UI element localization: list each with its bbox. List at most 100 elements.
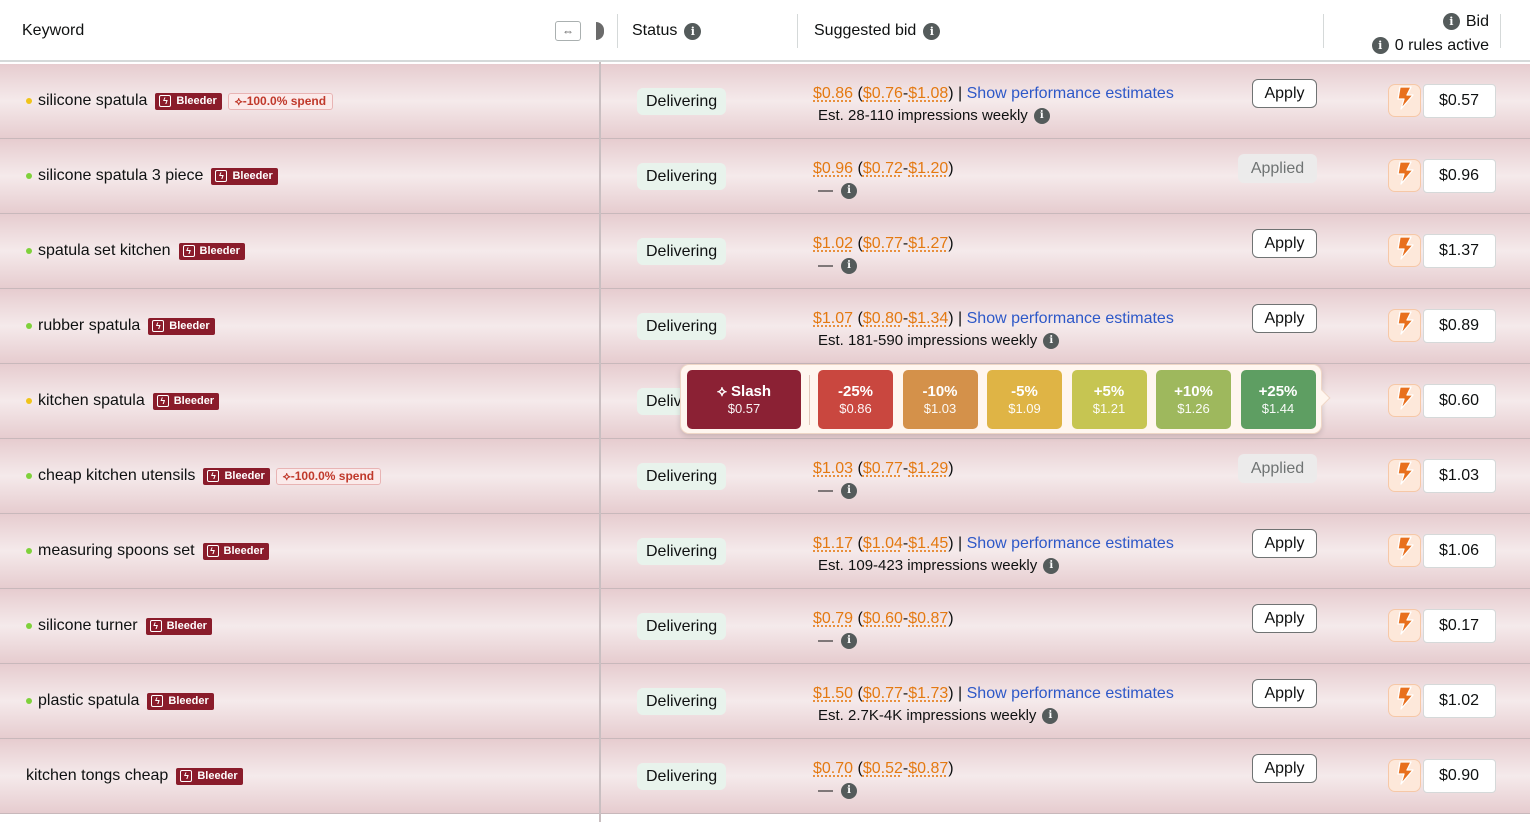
column-header-suggested-bid[interactable]: Suggested bid i	[814, 0, 941, 62]
suggested-bid-low[interactable]: $0.77	[862, 235, 903, 252]
bid-adjust-button[interactable]	[1388, 609, 1421, 642]
column-header-keyword[interactable]: Keyword	[22, 22, 85, 39]
suggested-bid-high[interactable]: $1.73	[908, 685, 949, 702]
suggested-bid-high[interactable]: $0.87	[908, 760, 949, 777]
bid-adjust-button[interactable]	[1388, 309, 1421, 342]
column-drag-handle[interactable]	[596, 22, 604, 40]
bid-adjust-button[interactable]	[1388, 534, 1421, 567]
column-resize-button[interactable]: ⇔	[555, 21, 581, 41]
suggested-bid-high[interactable]: $1.20	[908, 160, 949, 177]
bid-input[interactable]: $0.60	[1423, 384, 1496, 418]
bid-input[interactable]: $0.57	[1423, 84, 1496, 118]
keyword-text[interactable]: silicone turner	[38, 617, 138, 634]
keyword-text[interactable]: kitchen tongs cheap	[26, 767, 169, 784]
column-header-status[interactable]: Status i	[632, 0, 702, 62]
suggested-bid-high[interactable]: $1.08	[908, 85, 949, 102]
apply-button[interactable]: Apply	[1252, 229, 1317, 258]
bid-adjust-button[interactable]	[1388, 684, 1421, 717]
bid-info-icon[interactable]: i	[1442, 13, 1460, 31]
suggested-bid-value[interactable]: $0.79	[813, 610, 854, 627]
estimate-info-icon[interactable]: i	[1043, 558, 1060, 574]
bid-option-button[interactable]: -10% $1.03	[902, 370, 978, 429]
suggested-bid-high[interactable]: $0.87	[908, 610, 949, 627]
suggested-bid-high[interactable]: $1.45	[908, 535, 949, 552]
bid-input[interactable]: $1.03	[1423, 459, 1496, 493]
suggested-bid-high[interactable]: $1.34	[908, 310, 949, 327]
estimate-info-icon[interactable]: i	[841, 482, 857, 499]
bid-option-button[interactable]: -5% $1.09	[987, 370, 1062, 429]
rules-info-icon[interactable]: i	[1371, 37, 1389, 55]
show-estimates-link[interactable]: Show performance estimates	[966, 685, 1174, 702]
keyword-cell: cheap kitchen utensils ϟ Bleeder ⟡ -100.0% …	[26, 439, 382, 513]
keyword-text[interactable]: rubber spatula	[38, 317, 141, 334]
estimate-info-icon[interactable]: i	[841, 182, 857, 199]
apply-button[interactable]: Apply	[1252, 304, 1317, 333]
bid-input[interactable]: $1.06	[1423, 534, 1496, 568]
bid-adjust-button[interactable]	[1388, 159, 1421, 192]
keyword-text[interactable]: plastic spatula	[38, 692, 140, 709]
lightning-icon	[1394, 386, 1416, 415]
apply-button[interactable]: Apply	[1252, 604, 1317, 633]
keyword-text[interactable]: kitchen spatula	[38, 392, 145, 409]
estimate-info-icon[interactable]: i	[841, 257, 857, 274]
keyword-text[interactable]: silicone spatula 3 piece	[38, 167, 204, 184]
suggested-bid-low[interactable]: $0.72	[862, 160, 903, 177]
bid-input[interactable]: $0.96	[1423, 159, 1496, 193]
impressions-estimate: Est. 28-110 impressions weekly i	[818, 106, 1050, 126]
suggested-bid-low[interactable]: $1.04	[862, 535, 903, 552]
bid-input[interactable]: $0.89	[1423, 309, 1496, 343]
suggested-bid-low[interactable]: $0.60	[862, 610, 903, 627]
bleeder-label: Bleeder	[176, 95, 217, 107]
suggested-bid-value[interactable]: $0.70	[813, 760, 854, 777]
estimate-info-icon[interactable]: i	[1033, 108, 1050, 124]
show-estimates-link[interactable]: Show performance estimates	[966, 85, 1174, 102]
bid-input[interactable]: $0.17	[1423, 609, 1496, 643]
suggested-bid-value[interactable]: $1.50	[813, 685, 854, 702]
keyword-text[interactable]: silicone spatula	[38, 92, 148, 109]
bid-input[interactable]: $0.90	[1423, 759, 1496, 793]
keyword-text[interactable]: cheap kitchen utensils	[38, 467, 196, 484]
bid-option-button[interactable]: +25% $1.44	[1240, 370, 1316, 429]
bid-input[interactable]: $1.02	[1423, 684, 1496, 718]
suggested-bid-value[interactable]: $0.96	[813, 160, 854, 177]
suggested-bid-value[interactable]: $1.17	[813, 535, 854, 552]
apply-button[interactable]: Apply	[1252, 679, 1317, 708]
bid-adjust-button[interactable]	[1388, 84, 1421, 117]
no-estimate: — i	[818, 482, 857, 499]
suggested-bid-low[interactable]: $0.77	[862, 685, 903, 702]
keyword-text[interactable]: measuring spoons set	[38, 542, 195, 559]
bid-adjust-button[interactable]	[1388, 384, 1421, 417]
apply-button[interactable]: Apply	[1252, 79, 1317, 108]
bid-input[interactable]: $1.37	[1423, 234, 1496, 268]
bid-option-button[interactable]: +5% $1.21	[1071, 370, 1147, 429]
suggested-bid-high[interactable]: $1.29	[908, 460, 949, 477]
keyword-text[interactable]: spatula set kitchen	[38, 242, 171, 259]
bid-adjust-button[interactable]	[1388, 234, 1421, 267]
slash-bid-button[interactable]: ⟡ Slash $0.57	[687, 370, 801, 429]
estimate-info-icon[interactable]: i	[841, 782, 857, 799]
suggested-bid-info-icon[interactable]: i	[923, 22, 941, 40]
show-estimates-link[interactable]: Show performance estimates	[966, 310, 1174, 327]
suggested-bid-low[interactable]: $0.52	[862, 760, 903, 777]
suggested-bid-low[interactable]: $0.77	[862, 460, 903, 477]
bid-option-button[interactable]: +10% $1.26	[1156, 370, 1231, 429]
bid-option-button[interactable]: -25% $0.86	[818, 370, 893, 429]
status-info-icon[interactable]: i	[684, 22, 702, 40]
bleeder-badge: ϟ Bleeder	[202, 542, 269, 560]
apply-button[interactable]: Apply	[1252, 754, 1317, 783]
estimate-info-icon[interactable]: i	[1042, 708, 1059, 724]
suggested-bid-value[interactable]: $1.02	[813, 235, 854, 252]
suggested-bid-low[interactable]: $0.76	[862, 85, 903, 102]
suggested-bid-value[interactable]: $0.86	[813, 85, 854, 102]
bid-adjust-button[interactable]	[1388, 759, 1421, 792]
suggested-bid-value[interactable]: $1.07	[813, 310, 854, 327]
suggested-bid-value[interactable]: $1.03	[813, 460, 854, 477]
estimate-info-icon[interactable]: i	[841, 632, 857, 649]
suggested-bid-low[interactable]: $0.80	[862, 310, 903, 327]
apply-button[interactable]: Apply	[1252, 529, 1317, 558]
estimate-info-icon[interactable]: i	[1043, 333, 1060, 349]
bid-adjust-button[interactable]	[1388, 459, 1421, 492]
show-estimates-link[interactable]: Show performance estimates	[966, 535, 1174, 552]
suggested-bid-high[interactable]: $1.27	[908, 235, 949, 252]
